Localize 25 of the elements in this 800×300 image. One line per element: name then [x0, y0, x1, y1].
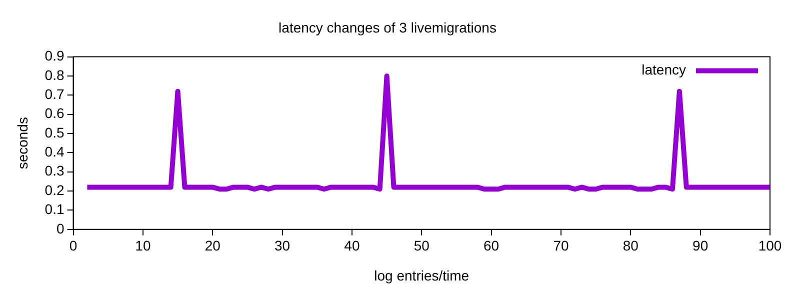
- x-tick-label: 30: [274, 238, 290, 254]
- x-tick-label: 20: [204, 238, 221, 254]
- y-tick-label: 0.6: [44, 105, 64, 122]
- y-tick-label: 0.2: [44, 182, 64, 198]
- y-tick-label: 0.3: [44, 162, 64, 179]
- x-tick-label: 50: [414, 238, 430, 254]
- x-tick-label: 60: [484, 238, 500, 254]
- y-tick-label: 0.7: [44, 86, 64, 102]
- y-tick-label: 0: [56, 220, 64, 236]
- y-tick-label: 0.9: [44, 48, 64, 64]
- y-axis-title: seconds: [14, 117, 30, 170]
- y-tick-label: 0.5: [44, 124, 64, 140]
- x-tick-label: 100: [758, 238, 782, 254]
- x-tick-label: 0: [69, 238, 78, 254]
- y-tick-label: 0.8: [44, 66, 64, 83]
- x-tick-label: 10: [135, 238, 151, 254]
- y-tick-label: 0.1: [44, 201, 64, 218]
- x-tick-label: 80: [622, 238, 639, 254]
- chart-title: latency changes of 3 livemigrations: [278, 19, 496, 36]
- x-tick-label: 70: [553, 238, 569, 254]
- y-tick-label: 0.4: [44, 144, 64, 160]
- legend-label: latency: [642, 62, 686, 78]
- x-tick-label: 90: [692, 238, 708, 254]
- x-tick-label: 40: [344, 238, 360, 254]
- x-axis-title: log entries/time: [374, 267, 470, 284]
